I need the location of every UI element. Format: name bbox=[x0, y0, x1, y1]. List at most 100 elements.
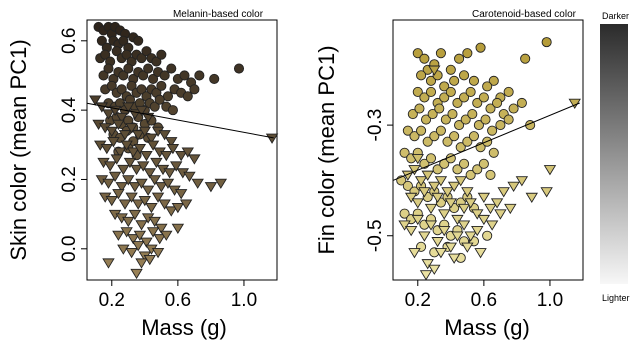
carotenoid-triangle-point bbox=[431, 237, 444, 248]
melanin-triangle-point bbox=[151, 192, 165, 203]
melanin-triangle-point bbox=[108, 171, 122, 182]
legend-bottom-label: Lighter bbox=[602, 293, 630, 303]
melanin-y-tick-label: 0.0 bbox=[59, 236, 80, 262]
carotenoid-circle-point bbox=[485, 103, 496, 114]
melanin-triangle-point bbox=[113, 147, 127, 158]
carotenoid-circle-point bbox=[429, 131, 440, 142]
melanin-x-ticks: 0.2 0.6 1.0 bbox=[99, 280, 257, 311]
melanin-triangle-point bbox=[135, 105, 148, 117]
melanin-circle-point bbox=[141, 46, 152, 57]
carotenoid-circle-point bbox=[478, 92, 489, 103]
carotenoid-triangle-point bbox=[485, 220, 499, 231]
melanin-triangle-point bbox=[191, 178, 204, 189]
melanin-circle-point bbox=[118, 35, 129, 46]
melanin-triangle-point bbox=[107, 137, 120, 148]
carotenoid-circle-point bbox=[439, 92, 450, 103]
melanin-y-tick-label: 0.2 bbox=[59, 166, 80, 192]
carotenoid-triangle-point bbox=[451, 214, 464, 226]
melanin-circle-point bbox=[233, 63, 245, 74]
carotenoid-circle-point bbox=[482, 230, 493, 241]
melanin-triangle-point bbox=[110, 154, 123, 165]
carotenoid-circle-point bbox=[419, 92, 430, 103]
melanin-triangle-point bbox=[115, 182, 128, 193]
melanin-triangle-point bbox=[166, 144, 180, 155]
melanin-plot-frame bbox=[86, 19, 278, 281]
melanin-triangle-point bbox=[89, 95, 102, 106]
carotenoid-triangle-point bbox=[411, 214, 424, 226]
carotenoid-circle-point bbox=[452, 97, 463, 109]
melanin-triangle-point bbox=[143, 168, 156, 179]
carotenoid-y-tick-label: -0.5 bbox=[365, 219, 386, 252]
melanin-circle-point bbox=[189, 84, 200, 95]
carotenoid-circle-point bbox=[422, 136, 433, 147]
carotenoid-triangle-point bbox=[418, 231, 431, 242]
carotenoid-triangle-point bbox=[515, 176, 529, 187]
melanin-triangle-point bbox=[160, 150, 173, 162]
carotenoid-x-tick-label: 1.0 bbox=[537, 290, 563, 311]
carotenoid-circle-point bbox=[503, 86, 514, 97]
melanin-triangle-point bbox=[105, 196, 118, 207]
melanin-circle-point bbox=[103, 63, 114, 74]
carotenoid-circle-point bbox=[458, 70, 470, 81]
carotenoid-circle-point bbox=[435, 125, 446, 136]
melanin-triangle-point bbox=[138, 126, 152, 137]
carotenoid-y-tick-label: -0.3 bbox=[365, 109, 386, 142]
melanin-triangle-point bbox=[155, 182, 168, 193]
carotenoid-triangle-point bbox=[540, 187, 553, 198]
carotenoid-circle-point bbox=[458, 158, 470, 169]
carotenoid-triangle-point bbox=[411, 154, 424, 165]
carotenoid-circle-point bbox=[467, 108, 478, 120]
carotenoid-circle-point bbox=[425, 75, 437, 86]
carotenoid-circle-point bbox=[473, 120, 484, 131]
carotenoid-triangle-point bbox=[457, 203, 471, 215]
melanin-circle-point bbox=[156, 80, 167, 91]
melanin-triangle-point bbox=[102, 258, 115, 269]
melanin-panel-title: Melanin-based color bbox=[173, 9, 264, 20]
carotenoid-circle-point bbox=[442, 136, 453, 147]
carotenoid-triangle-point bbox=[414, 176, 428, 187]
melanin-triangle-point bbox=[143, 254, 156, 266]
carotenoid-circle-point bbox=[468, 131, 480, 142]
melanin-circle-point bbox=[151, 56, 162, 67]
melanin-triangle-point bbox=[171, 223, 185, 234]
melanin-triangle-point bbox=[122, 175, 135, 186]
carotenoid-circle-point bbox=[419, 53, 430, 64]
carotenoid-circle-point bbox=[475, 42, 486, 53]
carotenoid-triangle-point bbox=[398, 220, 411, 231]
melanin-triangle-point bbox=[188, 154, 201, 165]
melanin-triangle-point bbox=[132, 199, 145, 210]
melanin-triangle-point bbox=[133, 230, 147, 241]
melanin-triangle-point bbox=[158, 130, 171, 141]
carotenoid-triangle-point bbox=[404, 192, 418, 204]
carotenoid-circle-point bbox=[452, 164, 463, 175]
carotenoid-circle-point bbox=[480, 114, 491, 125]
carotenoid-circle-point bbox=[508, 103, 519, 114]
carotenoid-triangle-point bbox=[525, 192, 538, 204]
melanin-trend-line bbox=[86, 102, 274, 139]
melanin-triangle-point bbox=[120, 140, 133, 151]
carotenoid-circle-point bbox=[472, 164, 483, 175]
carotenoid-circle-point bbox=[488, 147, 499, 158]
melanin-triangle-point bbox=[161, 178, 175, 189]
melanin-triangle-point bbox=[123, 157, 137, 169]
melanin-circle-point bbox=[179, 70, 190, 81]
carotenoid-triangle-point bbox=[424, 203, 438, 215]
carotenoid-circle-point bbox=[412, 86, 423, 97]
carotenoid-circle-point bbox=[399, 147, 410, 158]
melanin-triangle-point bbox=[146, 227, 160, 238]
carotenoid-circle-point bbox=[434, 103, 445, 114]
melanin-triangle-point bbox=[171, 202, 185, 214]
carotenoid-points bbox=[396, 37, 581, 281]
melanin-triangle-point bbox=[117, 164, 130, 176]
carotenoid-triangle-point bbox=[428, 181, 441, 192]
carotenoid-x-ticks: 0.2 0.6 1.0 bbox=[405, 280, 563, 311]
carotenoid-triangle-point bbox=[451, 231, 464, 242]
carotenoid-circle-point bbox=[482, 81, 493, 92]
melanin-triangle-point bbox=[174, 189, 188, 200]
melanin-circle-point bbox=[156, 49, 167, 60]
carotenoid-triangle-point bbox=[471, 209, 484, 220]
carotenoid-triangle-point bbox=[404, 225, 418, 237]
melanin-triangle-point bbox=[265, 133, 279, 144]
melanin-panel: Melanin-based color 0.0 0.2 0.4 0.6 0.2 0.6 1… bbox=[6, 9, 279, 340]
